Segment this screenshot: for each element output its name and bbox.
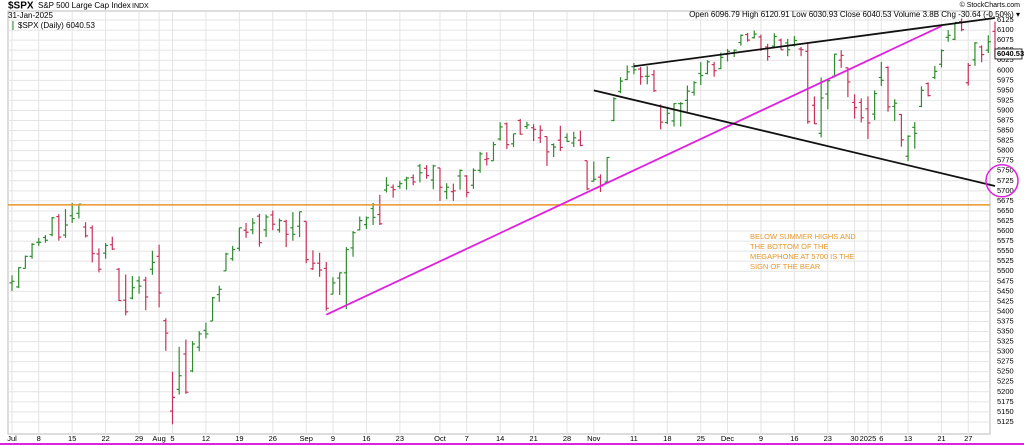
y-tick-label: 5875 <box>997 115 1014 124</box>
target-circle <box>985 164 1019 198</box>
y-tick-label: 6125 <box>997 15 1014 24</box>
x-tick-label: 7 <box>465 434 469 443</box>
y-tick-label: 5500 <box>997 266 1014 275</box>
y-tick-label: 5275 <box>997 357 1014 366</box>
last-price: 6040.53 <box>997 49 1024 58</box>
y-tick-label: 6100 <box>997 25 1014 34</box>
trendline <box>325 25 942 316</box>
x-tick-label: 28 <box>563 434 571 443</box>
y-tick-label: 5675 <box>997 196 1014 205</box>
x-tick-label: 21 <box>529 434 537 443</box>
date: 31-Jan-2025 <box>8 11 53 20</box>
y-tick-label: 5425 <box>997 296 1014 305</box>
y-tick-label: 5575 <box>997 236 1014 245</box>
x-tick-label: 25 <box>697 434 705 443</box>
y-tick-label: 5950 <box>997 85 1014 94</box>
y-tick-label: 5350 <box>997 327 1014 336</box>
x-tick-label: 21 <box>937 434 945 443</box>
marks <box>9 18 998 425</box>
x-tick-label: 23 <box>396 434 404 443</box>
x-tick-label: Sep <box>300 434 313 443</box>
y-tick-label: 5150 <box>997 407 1014 416</box>
x-tick-label: 23 <box>824 434 832 443</box>
exchange: INDX <box>132 3 149 10</box>
y-tick-label: 5225 <box>997 377 1014 386</box>
x-tick-label: Jul <box>7 434 17 443</box>
y-tick-label: 5800 <box>997 146 1014 155</box>
credit: © StockCharts.com <box>960 1 1021 9</box>
x-tick-label: 18 <box>663 434 671 443</box>
y-tick-label: 5900 <box>997 105 1014 114</box>
x-tick-label: 26 <box>269 434 277 443</box>
trendline <box>593 89 996 187</box>
x-tick-label: 6 <box>879 434 883 443</box>
annotation: MEGAPHONE AT 5700 IS THE <box>750 252 854 261</box>
y-tick-label: 5925 <box>997 95 1014 104</box>
y-tick-label: 5750 <box>997 166 1014 175</box>
y-tick-label: 5850 <box>997 126 1014 135</box>
y-tick-label: 6075 <box>997 35 1014 44</box>
y-tick-label: 5975 <box>997 75 1014 84</box>
legend: $SPX (Daily) 6040.53 <box>18 21 95 30</box>
annotation: THE BOTTOM OF THE <box>750 242 828 251</box>
x-tick-label: 16 <box>790 434 798 443</box>
x-tick-label: 11 <box>630 434 638 443</box>
y-tick-label: 5475 <box>997 276 1014 285</box>
x-tick-label: 19 <box>235 434 243 443</box>
x-tick-label: 2025 <box>860 434 877 443</box>
y-tick-label: 5725 <box>997 176 1014 185</box>
y-tick-label: 5525 <box>997 256 1014 265</box>
x-tick-label: 9 <box>759 434 763 443</box>
y-tick-label: 5700 <box>997 186 1014 195</box>
y-tick-label: 5775 <box>997 156 1014 165</box>
y-tick-label: 5250 <box>997 367 1014 376</box>
x-tick-label: 16 <box>362 434 370 443</box>
y-tick-label: 5175 <box>997 397 1014 406</box>
annotation: SIGN OF THE BEAR <box>750 262 821 271</box>
x-tick-label: 15 <box>68 434 76 443</box>
x-tick-label: 27 <box>964 434 972 443</box>
x-tick-label: 30 <box>850 434 858 443</box>
x-tick-label: 8 <box>37 434 41 443</box>
y-tick-label: 5825 <box>997 136 1014 145</box>
x-tick-label: Dec <box>721 434 735 443</box>
symbol: $SPX <box>8 1 34 12</box>
plot-frame <box>7 10 991 435</box>
last-price-box <box>994 48 1023 60</box>
x-tick-label: 9 <box>331 434 335 443</box>
y-tick-label: 5600 <box>997 226 1014 235</box>
y-tick-label: 6000 <box>997 65 1014 74</box>
x-tick-label: 29 <box>135 434 143 443</box>
x-tick-label: 5 <box>170 434 174 443</box>
x-tick-label: 12 <box>202 434 210 443</box>
grid <box>8 11 990 434</box>
x-tick-label: Oct <box>434 434 447 443</box>
y-tick-label: 5200 <box>997 387 1014 396</box>
y-tick-label: 5375 <box>997 316 1014 325</box>
x-tick-label: Nov <box>587 434 601 443</box>
x-tick-label: 14 <box>496 434 504 443</box>
index-name: S&P 500 Large Cap Index <box>38 1 131 10</box>
y-tick-label: 5325 <box>997 337 1014 346</box>
y-tick-label: 6025 <box>997 55 1014 64</box>
x-tick-label: 22 <box>101 434 109 443</box>
quote: Open 6096.79 High 6120.91 Low 6030.93 Cl… <box>689 10 1020 19</box>
x-tick-label: Aug <box>152 434 165 443</box>
y-tick-label: 5125 <box>997 417 1014 426</box>
y-tick-label: 5400 <box>997 306 1014 315</box>
y-tick-label: 5650 <box>997 206 1014 215</box>
annotation: BELOW SUMMER HIGHS AND <box>750 232 856 241</box>
trendline <box>633 17 996 68</box>
x-tick-label: 13 <box>904 434 912 443</box>
y-tick-label: 5550 <box>997 246 1014 255</box>
y-tick-label: 5300 <box>997 347 1014 356</box>
y-tick-label: 5625 <box>997 216 1014 225</box>
y-tick-label: 5450 <box>997 286 1014 295</box>
